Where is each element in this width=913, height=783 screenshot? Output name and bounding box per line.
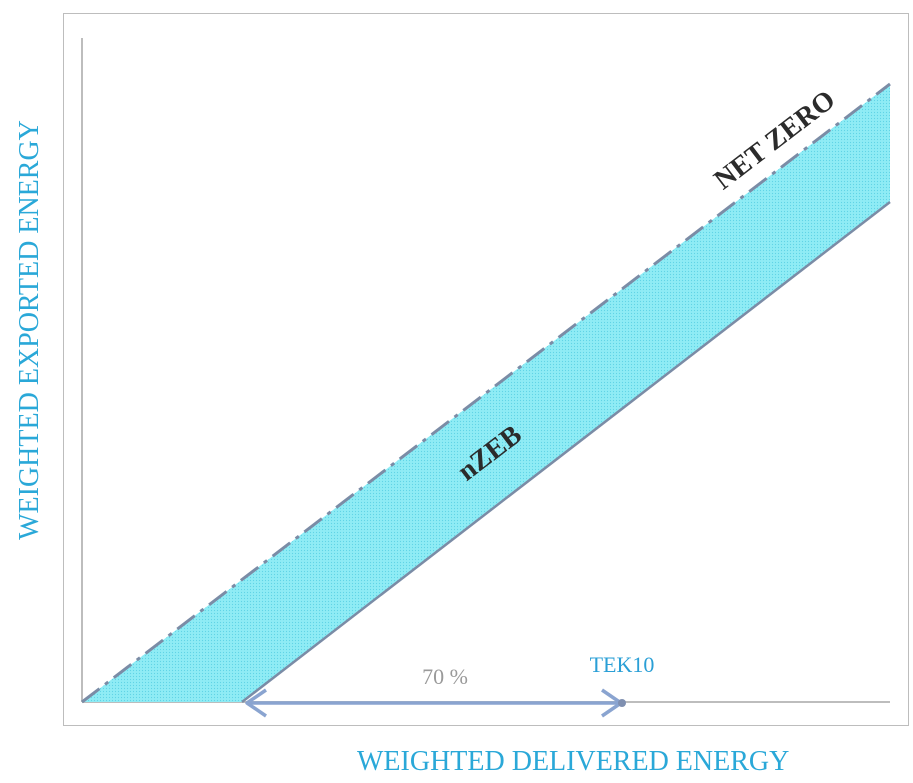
tek10-label: TEK10 xyxy=(590,652,655,677)
percent-arrow-left-head xyxy=(245,688,267,718)
y-axis-label: WEIGHTED EXPORTED ENERGY xyxy=(14,120,45,540)
x-axis-label: WEIGHTED DELIVERED ENERGY xyxy=(357,746,790,777)
tek10-marker-dot xyxy=(618,699,626,707)
percent-label: 70 % xyxy=(422,664,468,689)
nzeb-lower-line xyxy=(241,201,891,703)
diagram-frame xyxy=(63,13,909,726)
net-zero-line xyxy=(81,82,891,704)
